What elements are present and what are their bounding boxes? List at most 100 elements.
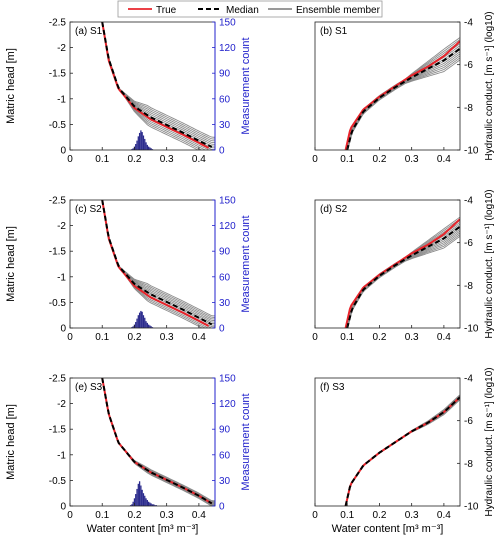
- y-tick-label: -10: [464, 324, 479, 335]
- x-tick-label: 0.3: [405, 332, 419, 343]
- x-tick-label: 0.1: [95, 510, 109, 521]
- y-tick-label: -6: [464, 238, 473, 249]
- axes-frame: [314, 377, 461, 507]
- true-line: [101, 378, 213, 505]
- count-tick-label: 120: [219, 221, 236, 232]
- median-line: [344, 396, 460, 506]
- y-tick-label: -8: [464, 103, 473, 114]
- ensemble-line: [101, 378, 215, 505]
- x-tick-label: 0.2: [127, 510, 141, 521]
- x-tick-label: 0.3: [160, 510, 174, 521]
- y-tick-label: -4: [464, 374, 473, 385]
- x-tick-label: 0.3: [405, 510, 419, 521]
- x-axis-label: Water content [m³ m⁻³]: [332, 523, 444, 535]
- hist-bar: [147, 501, 150, 506]
- ensemble-line: [346, 45, 460, 150]
- hist-bar: [149, 502, 151, 506]
- y-axis-label: Matric head [m]: [5, 404, 17, 480]
- hist-bar: [144, 138, 146, 150]
- y-tick-label: -8: [464, 281, 473, 292]
- y-tick-label: 0: [60, 146, 66, 157]
- hist-bar: [132, 501, 134, 506]
- y-tick-label: -0.5: [49, 120, 67, 131]
- ensemble-line: [101, 200, 215, 328]
- hist-bar: [144, 495, 146, 506]
- panel-0: 0 0.1 0.2 0.3 0.4-2.5-2-1.5-1-0.50 0306090120…: [5, 18, 252, 166]
- legend: True Median Ensemble member: [117, 0, 383, 18]
- y-tick-label: -4: [464, 18, 473, 29]
- legend-label: Ensemble member: [296, 5, 381, 16]
- x-tick-label: 0.3: [405, 154, 419, 165]
- count-tick-label: 150: [219, 374, 236, 385]
- hist-bar: [141, 311, 143, 328]
- true-line: [101, 22, 210, 149]
- hist-bar: [144, 317, 146, 328]
- y-tick-label: -10: [464, 146, 479, 157]
- panel-5: 0 0.1 0.2 0.3 0.4 -4 -6 -8 -10 Hydraulic conduct.…: [312, 367, 495, 535]
- x-tick-label: 0.4: [192, 154, 206, 165]
- panel-label: (d) S2: [320, 204, 348, 215]
- hist-bar: [138, 481, 141, 506]
- count-tick-label: 30: [219, 120, 231, 131]
- median-line: [346, 47, 460, 150]
- hist-bar: [142, 493, 145, 506]
- hist-bar: [131, 327, 133, 328]
- hist-bar: [151, 149, 154, 150]
- x-tick-label: 0.2: [127, 154, 141, 165]
- ensemble-line: [345, 398, 460, 506]
- x-tick-label: 0.1: [95, 332, 109, 343]
- axes-frame: [69, 377, 216, 507]
- count-tick-label: 60: [219, 272, 231, 283]
- y-tick-label: -2: [57, 399, 66, 410]
- y-axis-label: Matric head [m]: [5, 226, 17, 302]
- axes-frame: [69, 199, 216, 329]
- ensemble-line: [346, 47, 460, 150]
- hist-bar: [136, 488, 138, 506]
- legend-box: [117, 0, 383, 18]
- y-tick-label: -4: [464, 196, 473, 207]
- hist-bar: [129, 505, 132, 506]
- count-tick-label: 30: [219, 298, 231, 309]
- ensemble-line: [347, 232, 460, 328]
- hist-bar: [131, 504, 133, 506]
- y-tick-label: -1: [57, 94, 66, 105]
- x-tick-label: 0: [312, 332, 318, 343]
- y-tick-label: -1.5: [49, 247, 67, 258]
- x-tick-label: 0: [312, 510, 318, 521]
- ensemble-line: [101, 23, 215, 138]
- ensemble-line: [101, 201, 215, 317]
- panel-label: (f) S3: [320, 382, 345, 393]
- count-tick-label: 30: [219, 476, 231, 487]
- hist-bar: [140, 485, 142, 506]
- y-tick-label: -2.5: [49, 196, 67, 207]
- ensemble-line: [101, 22, 211, 150]
- ensemble-line: [101, 378, 215, 503]
- hist-bar: [140, 130, 142, 150]
- hist-bar: [154, 505, 156, 506]
- panel-label: (e) S3: [75, 382, 103, 393]
- panel-3: 0 0.1 0.2 0.3 0.4 -4 -6 -8 -10 Hydraulic conduct.…: [312, 189, 495, 343]
- hist-bar: [137, 136, 139, 150]
- ensemble-line: [347, 236, 460, 328]
- x-tick-label: 0.4: [192, 332, 206, 343]
- ensemble-line: [346, 230, 460, 328]
- x-tick-label: 0: [67, 510, 73, 521]
- x-tick-label: 0.1: [340, 154, 354, 165]
- axes-frame: [69, 21, 216, 151]
- hist-bar: [133, 498, 136, 506]
- median-line: [101, 378, 213, 505]
- hist-bar: [153, 504, 155, 506]
- ensemble-line: [347, 57, 460, 150]
- x-tick-label: 0.2: [127, 332, 141, 343]
- hist-bar: [135, 144, 137, 150]
- legend-label: True: [156, 5, 177, 16]
- ensemble-line: [346, 218, 460, 327]
- hist-bar: [146, 144, 148, 150]
- y-tick-label: -2: [57, 221, 66, 232]
- panel-1: 0 0.1 0.2 0.3 0.4 -4 -6 -8 -10 Hydraulic conduct.…: [312, 11, 495, 165]
- x-tick-label: 0.3: [160, 154, 174, 165]
- hist-bar: [136, 318, 138, 328]
- ensemble-line: [101, 378, 215, 504]
- panel-4: 0 0.1 0.2 0.3 0.4-2.5-2-1.5-1-0.50 0306090120…: [5, 374, 252, 536]
- count-tick-label: 120: [219, 399, 236, 410]
